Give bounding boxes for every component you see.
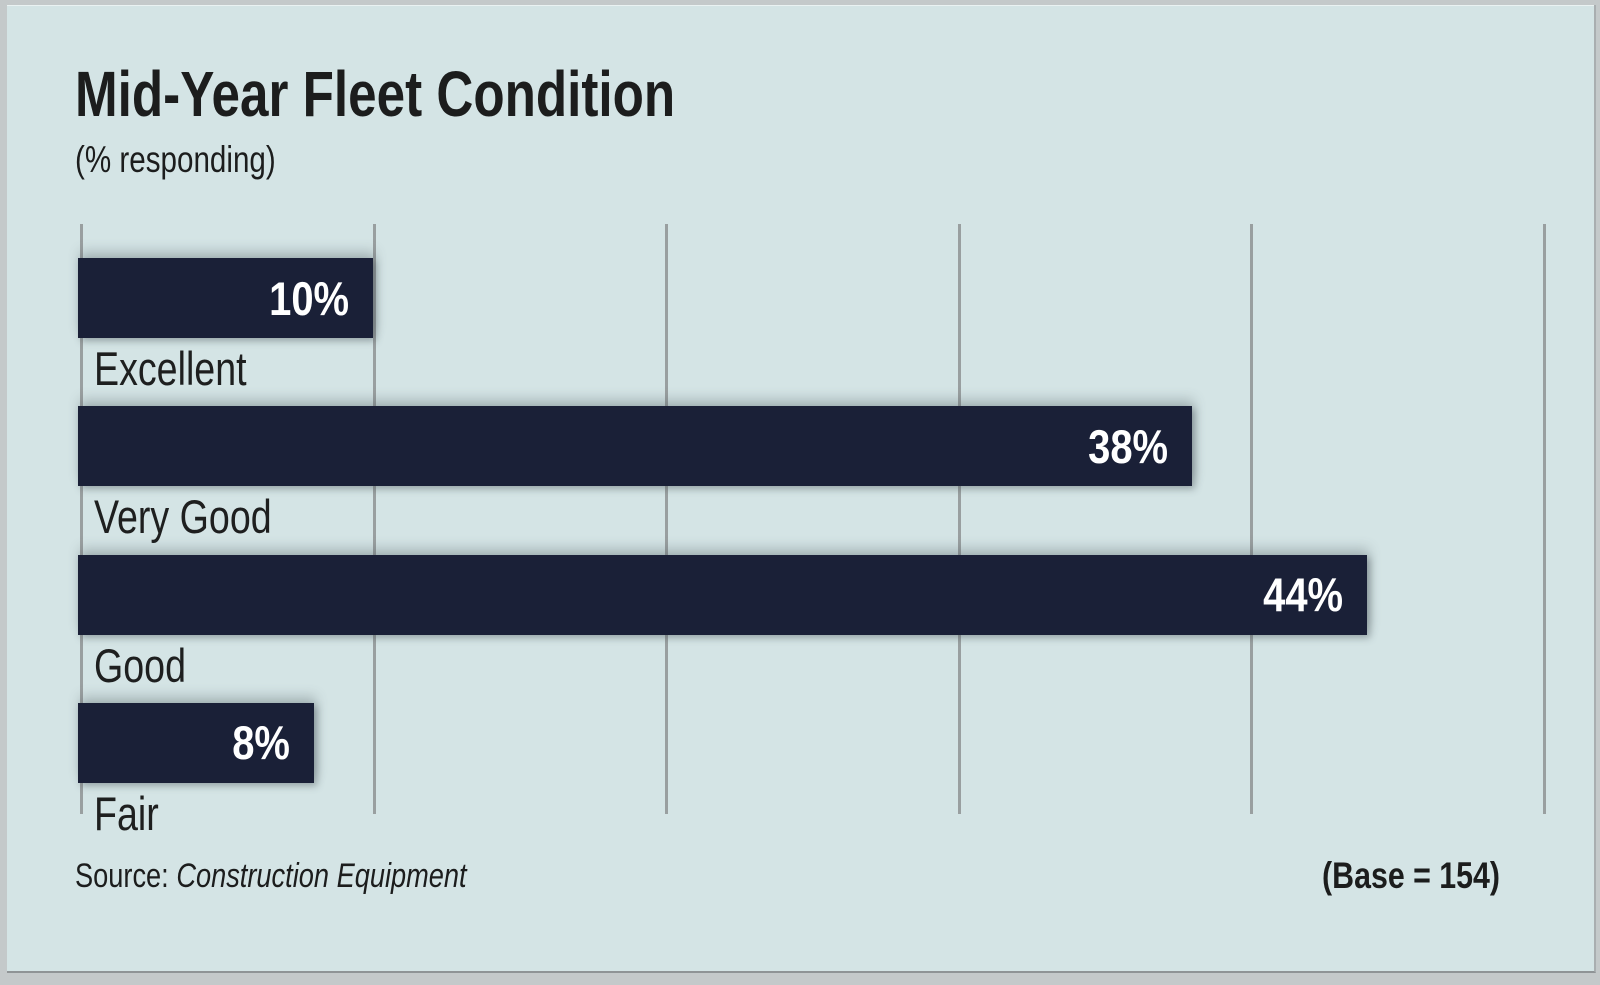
plot-area: 10% Excellent 38% Very Good 44% Good 8% Fair: [78, 224, 1550, 840]
chart-subtitle: (% responding): [75, 139, 326, 181]
chart-title-text: Mid-Year Fleet Condition: [75, 58, 676, 130]
bar-value-label: 44%: [1263, 568, 1344, 622]
source-value: Construction Equipment: [176, 857, 467, 895]
gridline: [1543, 224, 1546, 814]
bar-very-good: 38%: [78, 406, 1192, 487]
chart-subtitle-text: (% responding): [75, 139, 276, 180]
bar-good: 44%: [78, 554, 1368, 635]
base-note-text: (Base = 154): [1322, 855, 1500, 896]
bar-value-label: 38%: [1087, 419, 1168, 473]
category-label-excellent: Excellent: [94, 342, 247, 395]
bar-value-label: 8%: [232, 716, 291, 770]
chart-panel: Mid-Year Fleet Condition (% responding) …: [7, 5, 1596, 973]
source-label: Source:: [75, 857, 169, 895]
chart-title: Mid-Year Fleet Condition: [75, 57, 825, 131]
gridline: [957, 224, 961, 814]
gridline: [80, 224, 83, 814]
gridline: [1250, 224, 1254, 814]
gridline: [665, 224, 669, 814]
bar-fair: 8%: [78, 702, 315, 783]
gridline: [372, 224, 376, 814]
category-label-fair: Fair: [94, 786, 159, 840]
category-label-good: Good: [94, 638, 186, 692]
base-note: (Base = 154): [1283, 855, 1500, 897]
source-note: Source: Construction Equipment: [75, 857, 565, 896]
category-label-very-good: Very Good: [94, 490, 272, 544]
bar-excellent: 10%: [78, 258, 373, 338]
bar-value-label: 10%: [268, 271, 349, 325]
